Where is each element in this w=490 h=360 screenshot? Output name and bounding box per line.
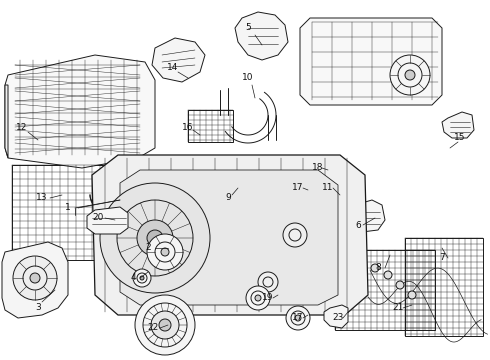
Bar xyxy=(12,165,152,260)
Polygon shape xyxy=(5,55,155,168)
Circle shape xyxy=(281,174,309,202)
Text: 6: 6 xyxy=(355,220,361,230)
Polygon shape xyxy=(300,18,442,105)
Circle shape xyxy=(295,315,301,321)
Circle shape xyxy=(140,276,144,280)
Polygon shape xyxy=(324,305,348,328)
Bar xyxy=(405,238,483,336)
Text: 22: 22 xyxy=(147,324,159,333)
Circle shape xyxy=(147,234,183,270)
Text: 20: 20 xyxy=(92,213,104,222)
Text: 18: 18 xyxy=(312,163,324,172)
Text: 17: 17 xyxy=(292,314,304,323)
Circle shape xyxy=(319,167,325,173)
Circle shape xyxy=(390,55,430,95)
Circle shape xyxy=(408,291,416,299)
Circle shape xyxy=(310,158,334,182)
Text: 3: 3 xyxy=(35,303,41,312)
Text: 11: 11 xyxy=(322,184,334,193)
Circle shape xyxy=(13,256,57,300)
Bar xyxy=(320,30,432,58)
Circle shape xyxy=(405,70,415,80)
Text: 7: 7 xyxy=(439,253,445,262)
Circle shape xyxy=(133,269,151,287)
Circle shape xyxy=(151,311,179,339)
Polygon shape xyxy=(350,200,385,232)
Polygon shape xyxy=(2,242,68,318)
Text: 10: 10 xyxy=(242,73,254,82)
Text: 1: 1 xyxy=(65,203,71,212)
Text: 15: 15 xyxy=(454,134,466,143)
Text: 21: 21 xyxy=(392,303,404,312)
Polygon shape xyxy=(316,182,342,205)
Text: 9: 9 xyxy=(225,194,231,202)
Circle shape xyxy=(147,230,163,246)
Polygon shape xyxy=(87,207,128,234)
Circle shape xyxy=(384,271,392,279)
Circle shape xyxy=(283,223,307,247)
Text: 2: 2 xyxy=(145,243,151,252)
Text: 13: 13 xyxy=(36,194,48,202)
Text: 14: 14 xyxy=(167,63,179,72)
Polygon shape xyxy=(5,85,8,158)
Bar xyxy=(188,110,233,142)
Text: 23: 23 xyxy=(332,314,343,323)
Text: 17: 17 xyxy=(292,184,304,193)
Polygon shape xyxy=(442,112,474,138)
Circle shape xyxy=(137,220,173,256)
Text: 5: 5 xyxy=(245,23,251,32)
Circle shape xyxy=(255,295,261,301)
Circle shape xyxy=(161,248,169,256)
Polygon shape xyxy=(92,155,368,315)
Polygon shape xyxy=(235,12,288,60)
Circle shape xyxy=(30,273,40,283)
Circle shape xyxy=(371,264,379,272)
Circle shape xyxy=(159,319,171,331)
Circle shape xyxy=(100,183,210,293)
Circle shape xyxy=(246,286,270,310)
Circle shape xyxy=(258,272,278,292)
Text: 19: 19 xyxy=(262,293,274,302)
Circle shape xyxy=(291,184,299,192)
Polygon shape xyxy=(152,38,205,82)
Text: 4: 4 xyxy=(130,274,136,283)
Bar xyxy=(335,250,435,330)
Polygon shape xyxy=(337,192,355,212)
Text: 8: 8 xyxy=(375,264,381,273)
Circle shape xyxy=(286,306,310,330)
Text: 16: 16 xyxy=(182,123,194,132)
Circle shape xyxy=(135,295,195,355)
Circle shape xyxy=(396,281,404,289)
Polygon shape xyxy=(120,170,338,305)
Text: 12: 12 xyxy=(16,123,28,132)
